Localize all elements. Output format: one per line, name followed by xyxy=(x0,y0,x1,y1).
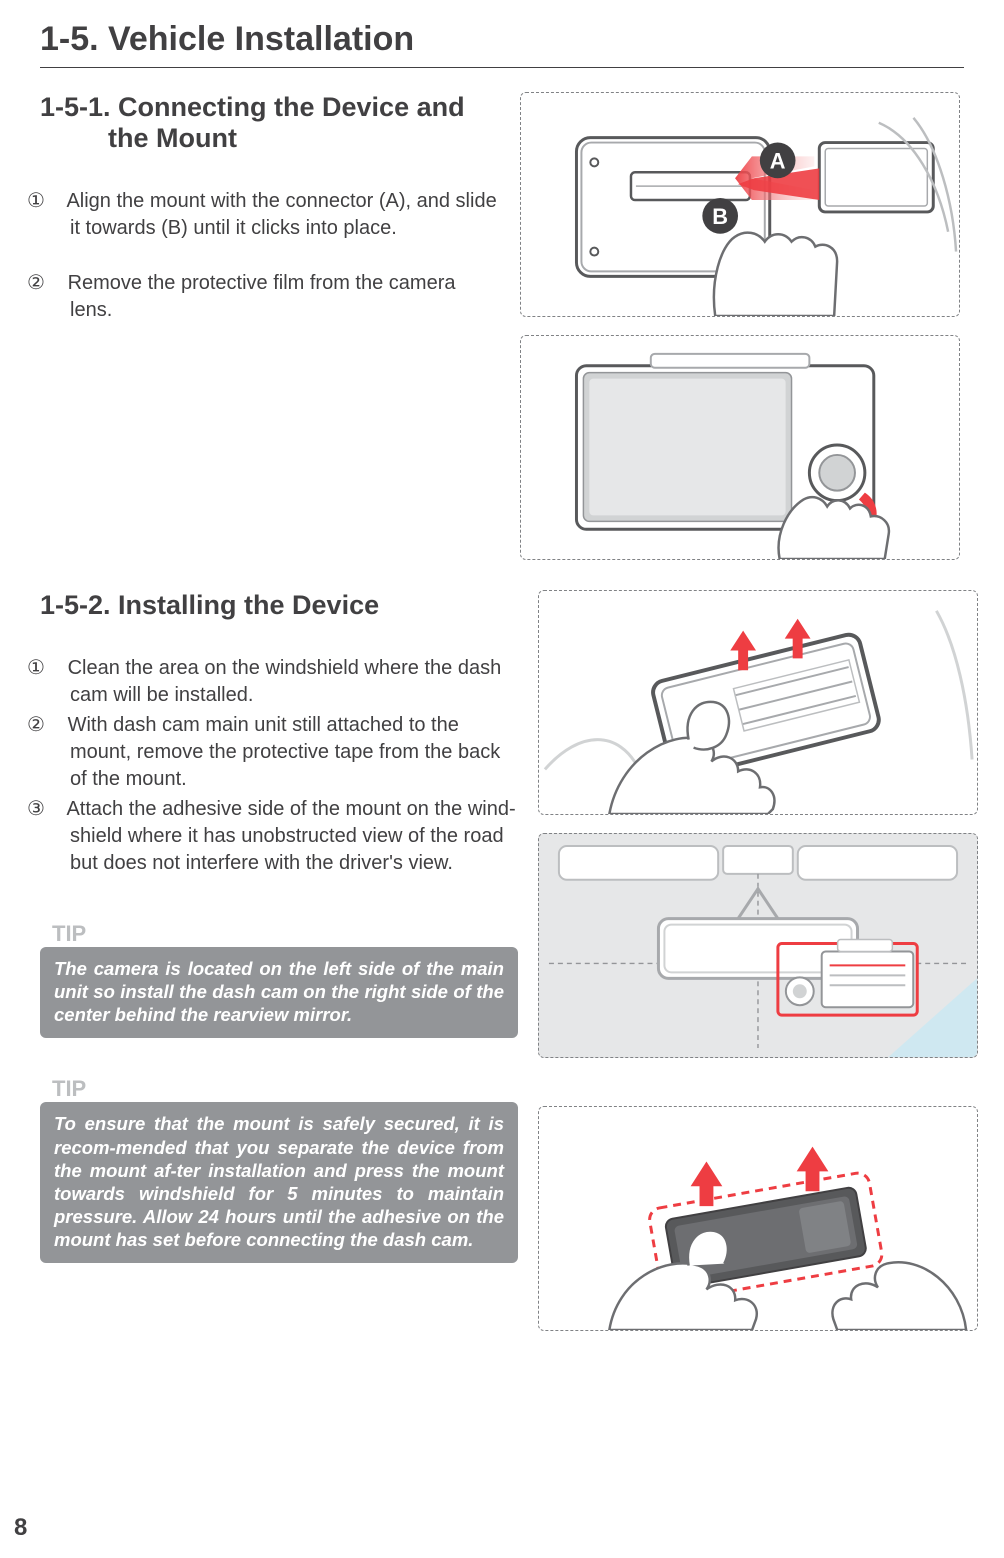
section1-heading: 1-5-1. Connecting the Device and the Mou… xyxy=(108,92,500,154)
illustration-mount-slide: A B xyxy=(520,92,960,317)
section2-step-1: ① Clean the area on the windshield where… xyxy=(40,655,518,709)
section2-step-3: ③ Attach the adhesive side of the mount … xyxy=(40,796,518,877)
illustration-peel-film xyxy=(520,335,960,560)
illustration-peel-mount-tape xyxy=(538,590,978,815)
badge-a-label: A xyxy=(770,148,786,173)
tip-1-wrap: TIP The camera is located on the left si… xyxy=(40,947,518,1038)
illustration-press-mount xyxy=(538,1106,978,1331)
section2-heading: 1-5-2. Installing the Device xyxy=(40,590,518,621)
page-number: 8 xyxy=(14,1514,27,1542)
step-text: Remove the protective film from the came… xyxy=(68,272,456,321)
illustration-windshield-placement xyxy=(538,833,978,1058)
step-text: With dash cam main unit still attached t… xyxy=(68,714,501,790)
page-heading: 1-5. Vehicle Installation xyxy=(40,20,964,59)
section1-illustrations: A B xyxy=(520,92,964,560)
section2-step-2: ② With dash cam main unit still attached… xyxy=(40,712,518,793)
tip-block-1: TIP The camera is located on the left si… xyxy=(40,947,518,1038)
tip-2-wrap: TIP To ensure that the mount is safely s… xyxy=(40,1102,518,1263)
step-number-icon: ③ xyxy=(40,796,62,823)
step-text: Attach the adhesive side of the mount on… xyxy=(66,798,515,874)
step-number-icon: ① xyxy=(40,655,62,682)
step-number-icon: ② xyxy=(40,270,62,297)
tip-2-text: To ensure that the mount is safely secur… xyxy=(54,1112,504,1251)
step-number-icon: ① xyxy=(40,188,62,215)
section2-illustrations xyxy=(538,590,978,1331)
section1-step-2: ② Remove the protective film from the ca… xyxy=(40,270,500,324)
section-1-5-1: 1-5-1. Connecting the Device and the Mou… xyxy=(40,92,964,560)
tip-label: TIP xyxy=(52,1076,86,1102)
section-1-5-2: 1-5-2. Installing the Device ① Clean the… xyxy=(40,590,964,1331)
section1-step-1: ① Align the mount with the connector (A)… xyxy=(40,188,500,242)
step-text: Align the mount with the connector (A), … xyxy=(66,190,496,239)
step-number-icon: ② xyxy=(40,712,62,739)
step-text: Clean the area on the windshield where t… xyxy=(68,657,502,706)
section2-text-column: 1-5-2. Installing the Device ① Clean the… xyxy=(40,590,518,1263)
tip-block-2: TIP To ensure that the mount is safely s… xyxy=(40,1102,518,1263)
heading-rule xyxy=(40,67,964,68)
section1-text-column: 1-5-1. Connecting the Device and the Mou… xyxy=(40,92,500,560)
tip-label: TIP xyxy=(52,921,86,947)
badge-b-label: B xyxy=(712,204,728,229)
tip-1-text: The camera is located on the left side o… xyxy=(54,957,504,1026)
